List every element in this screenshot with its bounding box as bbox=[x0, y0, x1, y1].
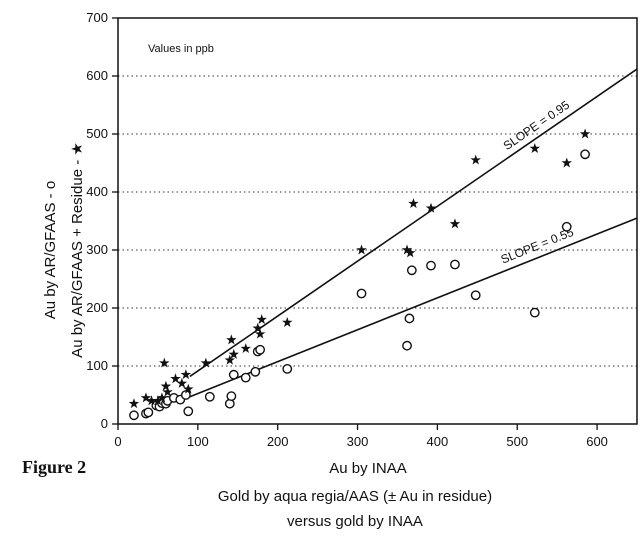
star-point bbox=[405, 247, 416, 258]
y-axis-label-2: Au by AR/GFAAS + Residue - ★ bbox=[69, 142, 86, 358]
circle-point bbox=[240, 372, 251, 383]
star-point bbox=[156, 392, 168, 403]
star-point bbox=[470, 154, 481, 165]
circle-point bbox=[402, 340, 412, 351]
circle-point bbox=[406, 265, 417, 276]
caption-line-2: versus gold by INAA bbox=[287, 513, 423, 530]
x-tick-label: 300 bbox=[347, 434, 369, 449]
star-point bbox=[152, 395, 164, 406]
star-point bbox=[240, 343, 251, 354]
star-point bbox=[254, 328, 266, 339]
y-tick-label: 200 bbox=[86, 300, 108, 315]
star-point bbox=[228, 348, 240, 359]
fit-line bbox=[189, 68, 638, 378]
y-tick-label: 600 bbox=[86, 68, 108, 83]
slope-label: SLOPE = 0.95 bbox=[501, 98, 573, 153]
star-point bbox=[183, 383, 194, 394]
x-tick-label: 500 bbox=[506, 434, 528, 449]
figure-label: Figure 2 bbox=[22, 457, 86, 477]
slope-label: SLOPE = 0.55 bbox=[499, 225, 576, 267]
x-axis-label: Au by INAA bbox=[329, 460, 407, 477]
star-point bbox=[162, 386, 173, 397]
star-point bbox=[224, 354, 236, 365]
y-tick-label: 700 bbox=[86, 10, 108, 25]
star-point bbox=[176, 377, 188, 388]
circle-point bbox=[228, 369, 239, 380]
y-tick-label: 0 bbox=[101, 416, 108, 431]
star-point bbox=[200, 357, 212, 368]
star-point bbox=[252, 322, 263, 333]
star-point bbox=[408, 198, 419, 209]
star-point bbox=[401, 244, 413, 255]
star-point bbox=[146, 395, 157, 406]
star-point bbox=[449, 218, 461, 229]
star-point bbox=[140, 392, 152, 403]
star-point bbox=[226, 334, 237, 345]
star-point bbox=[256, 314, 267, 325]
circle-point bbox=[426, 260, 436, 271]
circle-point bbox=[282, 363, 293, 374]
x-tick-label: 400 bbox=[427, 434, 449, 449]
star-point bbox=[529, 143, 541, 153]
circle-point bbox=[561, 221, 572, 232]
circle-point bbox=[356, 288, 367, 299]
x-tick-label: 200 bbox=[267, 434, 289, 449]
star-point bbox=[425, 202, 437, 213]
plot-frame bbox=[117, 17, 638, 425]
data-points bbox=[128, 128, 591, 421]
circle-point bbox=[470, 290, 481, 301]
values-annotation: Values in ppb bbox=[148, 43, 214, 55]
circle-point bbox=[255, 344, 266, 355]
star-point bbox=[356, 244, 367, 255]
star-point bbox=[282, 317, 293, 327]
star-point bbox=[180, 369, 192, 380]
star-point bbox=[160, 380, 172, 391]
x-tick-label: 600 bbox=[586, 434, 608, 449]
y-tick-label: 400 bbox=[86, 184, 108, 199]
circle-point bbox=[183, 406, 194, 417]
circle-point bbox=[204, 391, 215, 402]
star-point bbox=[579, 128, 591, 139]
y-tick-label: 300 bbox=[86, 242, 108, 257]
star-point bbox=[128, 398, 140, 409]
circle-point bbox=[180, 390, 191, 400]
y-tick-label: 500 bbox=[86, 126, 108, 141]
x-tick-label: 0 bbox=[114, 434, 121, 449]
y-axis-label-1: Au by AR/GFAAS - o bbox=[42, 181, 59, 319]
grid-lines bbox=[118, 75, 637, 367]
circle-point bbox=[529, 307, 540, 318]
star-point bbox=[170, 373, 181, 384]
axis-ticks: 0 100 200 300 400 500 600 700 0 100 200 300 400 500 60… bbox=[86, 10, 608, 449]
x-tick-label: 100 bbox=[187, 434, 209, 449]
circle-point bbox=[143, 407, 154, 418]
circle-point bbox=[226, 391, 237, 402]
caption-line-1: Gold by aqua regia/AAS (± Au in residue) bbox=[218, 488, 492, 505]
y-tick-label: 100 bbox=[86, 358, 108, 373]
circle-point bbox=[450, 259, 460, 270]
circle-point bbox=[129, 410, 139, 421]
fit-line bbox=[189, 217, 638, 398]
circle-point bbox=[580, 149, 590, 160]
star-point bbox=[561, 157, 572, 168]
star-point bbox=[159, 357, 170, 368]
circle-point bbox=[250, 366, 261, 377]
circle-point bbox=[404, 313, 415, 324]
